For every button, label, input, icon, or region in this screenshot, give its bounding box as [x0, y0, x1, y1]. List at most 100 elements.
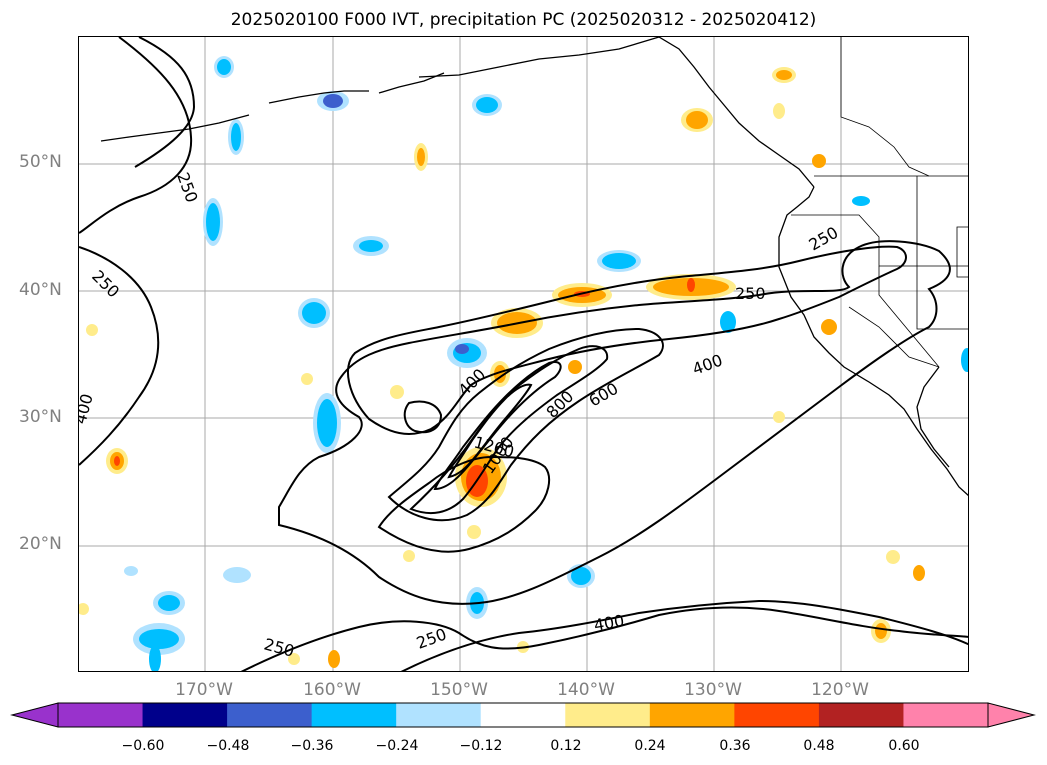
colorbar-tick: 0.48 — [803, 738, 835, 754]
map-title: 2025020100 F000 IVT, precipitation PC (2… — [230, 10, 817, 30]
contour-label: 250 — [735, 284, 766, 303]
lat-label-30n: 30°N — [19, 407, 62, 427]
colorbar-tick: −0.60 — [121, 738, 165, 754]
ivt-south-250 — [400, 599, 968, 671]
colorbar-tick: −0.36 — [290, 738, 334, 754]
colorbar-segment — [903, 703, 989, 727]
neg-patch — [720, 311, 736, 333]
pos-patch — [417, 148, 425, 166]
neg-patch — [217, 59, 231, 75]
pos-patch — [773, 411, 785, 423]
neg-patch — [124, 566, 138, 576]
lon-label-160w: 160°W — [303, 680, 361, 700]
contour-label: 800 — [542, 387, 577, 422]
ivt-blob — [403, 400, 443, 434]
neg-patch — [223, 567, 251, 583]
colorbar — [10, 702, 1036, 728]
coastlines — [100, 37, 968, 497]
colorbar-extend-low — [12, 703, 58, 727]
ivt-400-main — [346, 245, 907, 435]
pos-patch — [86, 324, 98, 336]
lon-label-170w: 170°W — [175, 680, 233, 700]
colorbar-segment — [142, 703, 228, 727]
pos-patch — [886, 550, 900, 564]
contour-label: 250 — [414, 624, 449, 652]
colorbar-tick: −0.12 — [459, 738, 503, 754]
pos-patch — [821, 319, 837, 335]
contour-label: 400 — [690, 350, 725, 378]
neg-patch — [302, 302, 326, 324]
colorbar-tick: 0.60 — [888, 738, 920, 754]
colorbar-segment — [227, 703, 313, 727]
colorbar-tick: 0.12 — [550, 738, 582, 754]
contour-label: 250 — [173, 170, 201, 205]
pos-patch — [568, 360, 582, 374]
colorbar-segment — [311, 703, 397, 727]
lat-label-40n: 40°N — [19, 280, 62, 300]
contour-label: 250 — [88, 266, 123, 301]
contour-label: 400 — [592, 611, 625, 635]
neg-patch — [852, 196, 870, 206]
ivt-400-sw — [377, 455, 551, 553]
lon-label-140w: 140°W — [557, 680, 615, 700]
map-svg: 250 250 400 250 250 400 400 600 800 1000… — [79, 37, 968, 671]
colorbar-segment — [734, 703, 820, 727]
pos-patch — [687, 278, 695, 292]
contour-label: 250 — [806, 223, 842, 255]
neg-patch — [961, 348, 968, 372]
pos-patch — [114, 456, 120, 466]
neg-patch — [139, 629, 179, 649]
colorbar-tick: 0.24 — [634, 738, 666, 754]
colorbar-tick: −0.48 — [206, 738, 250, 754]
colorbar-segment — [58, 703, 144, 727]
neg-patch — [231, 123, 241, 151]
ivt-250-west3 — [134, 37, 196, 168]
lat-label-50n: 50°N — [19, 152, 62, 172]
lon-label-130w: 130°W — [684, 680, 742, 700]
pos-patch — [773, 103, 785, 119]
pos-patch — [328, 650, 340, 668]
pos-patch — [288, 653, 300, 665]
neg-patch — [206, 203, 220, 241]
colorbar-segment — [565, 703, 651, 727]
map-panel: 250 250 400 250 250 400 400 600 800 1000… — [78, 36, 969, 672]
colorbar-tick: −0.24 — [375, 738, 419, 754]
contour-label: 600 — [586, 379, 622, 411]
colorbar-extend-high — [988, 703, 1034, 727]
colorbar-segment — [818, 703, 904, 727]
pos-patch — [686, 111, 708, 129]
borders — [791, 37, 968, 368]
pos-patch — [812, 154, 826, 168]
ivt-250-main — [278, 240, 951, 605]
precip-positive-patches — [79, 67, 925, 668]
precip-negative-patches — [124, 56, 968, 671]
ivt-1200 — [447, 383, 533, 479]
pos-patch — [79, 603, 89, 615]
pos-patch — [301, 373, 313, 385]
pos-patch — [913, 565, 925, 581]
ivt-250-west2 — [79, 246, 160, 466]
pos-patch — [403, 550, 415, 562]
contour-label: 400 — [79, 392, 97, 426]
colorbar-segment — [649, 703, 735, 727]
colorbar-segment — [396, 703, 482, 727]
colorbar-segment — [480, 703, 566, 727]
pos-patch — [776, 70, 792, 80]
gridlines — [79, 37, 968, 671]
ivt-600 — [387, 327, 664, 522]
neg-patch — [323, 94, 343, 108]
neg-patch — [359, 240, 383, 252]
neg-patch — [317, 399, 337, 447]
lon-label-150w: 150°W — [430, 680, 488, 700]
colorbar-tick: 0.36 — [719, 738, 751, 754]
neg-patch — [476, 97, 498, 113]
neg-patch — [455, 344, 469, 354]
neg-patch — [149, 645, 161, 671]
pos-patch — [390, 385, 404, 399]
ivt-contours — [79, 37, 968, 671]
neg-patch — [571, 567, 591, 585]
lon-label-120w: 120°W — [811, 680, 869, 700]
neg-patch — [158, 595, 180, 611]
neg-patch — [602, 253, 636, 269]
ivt-south — [240, 606, 968, 671]
